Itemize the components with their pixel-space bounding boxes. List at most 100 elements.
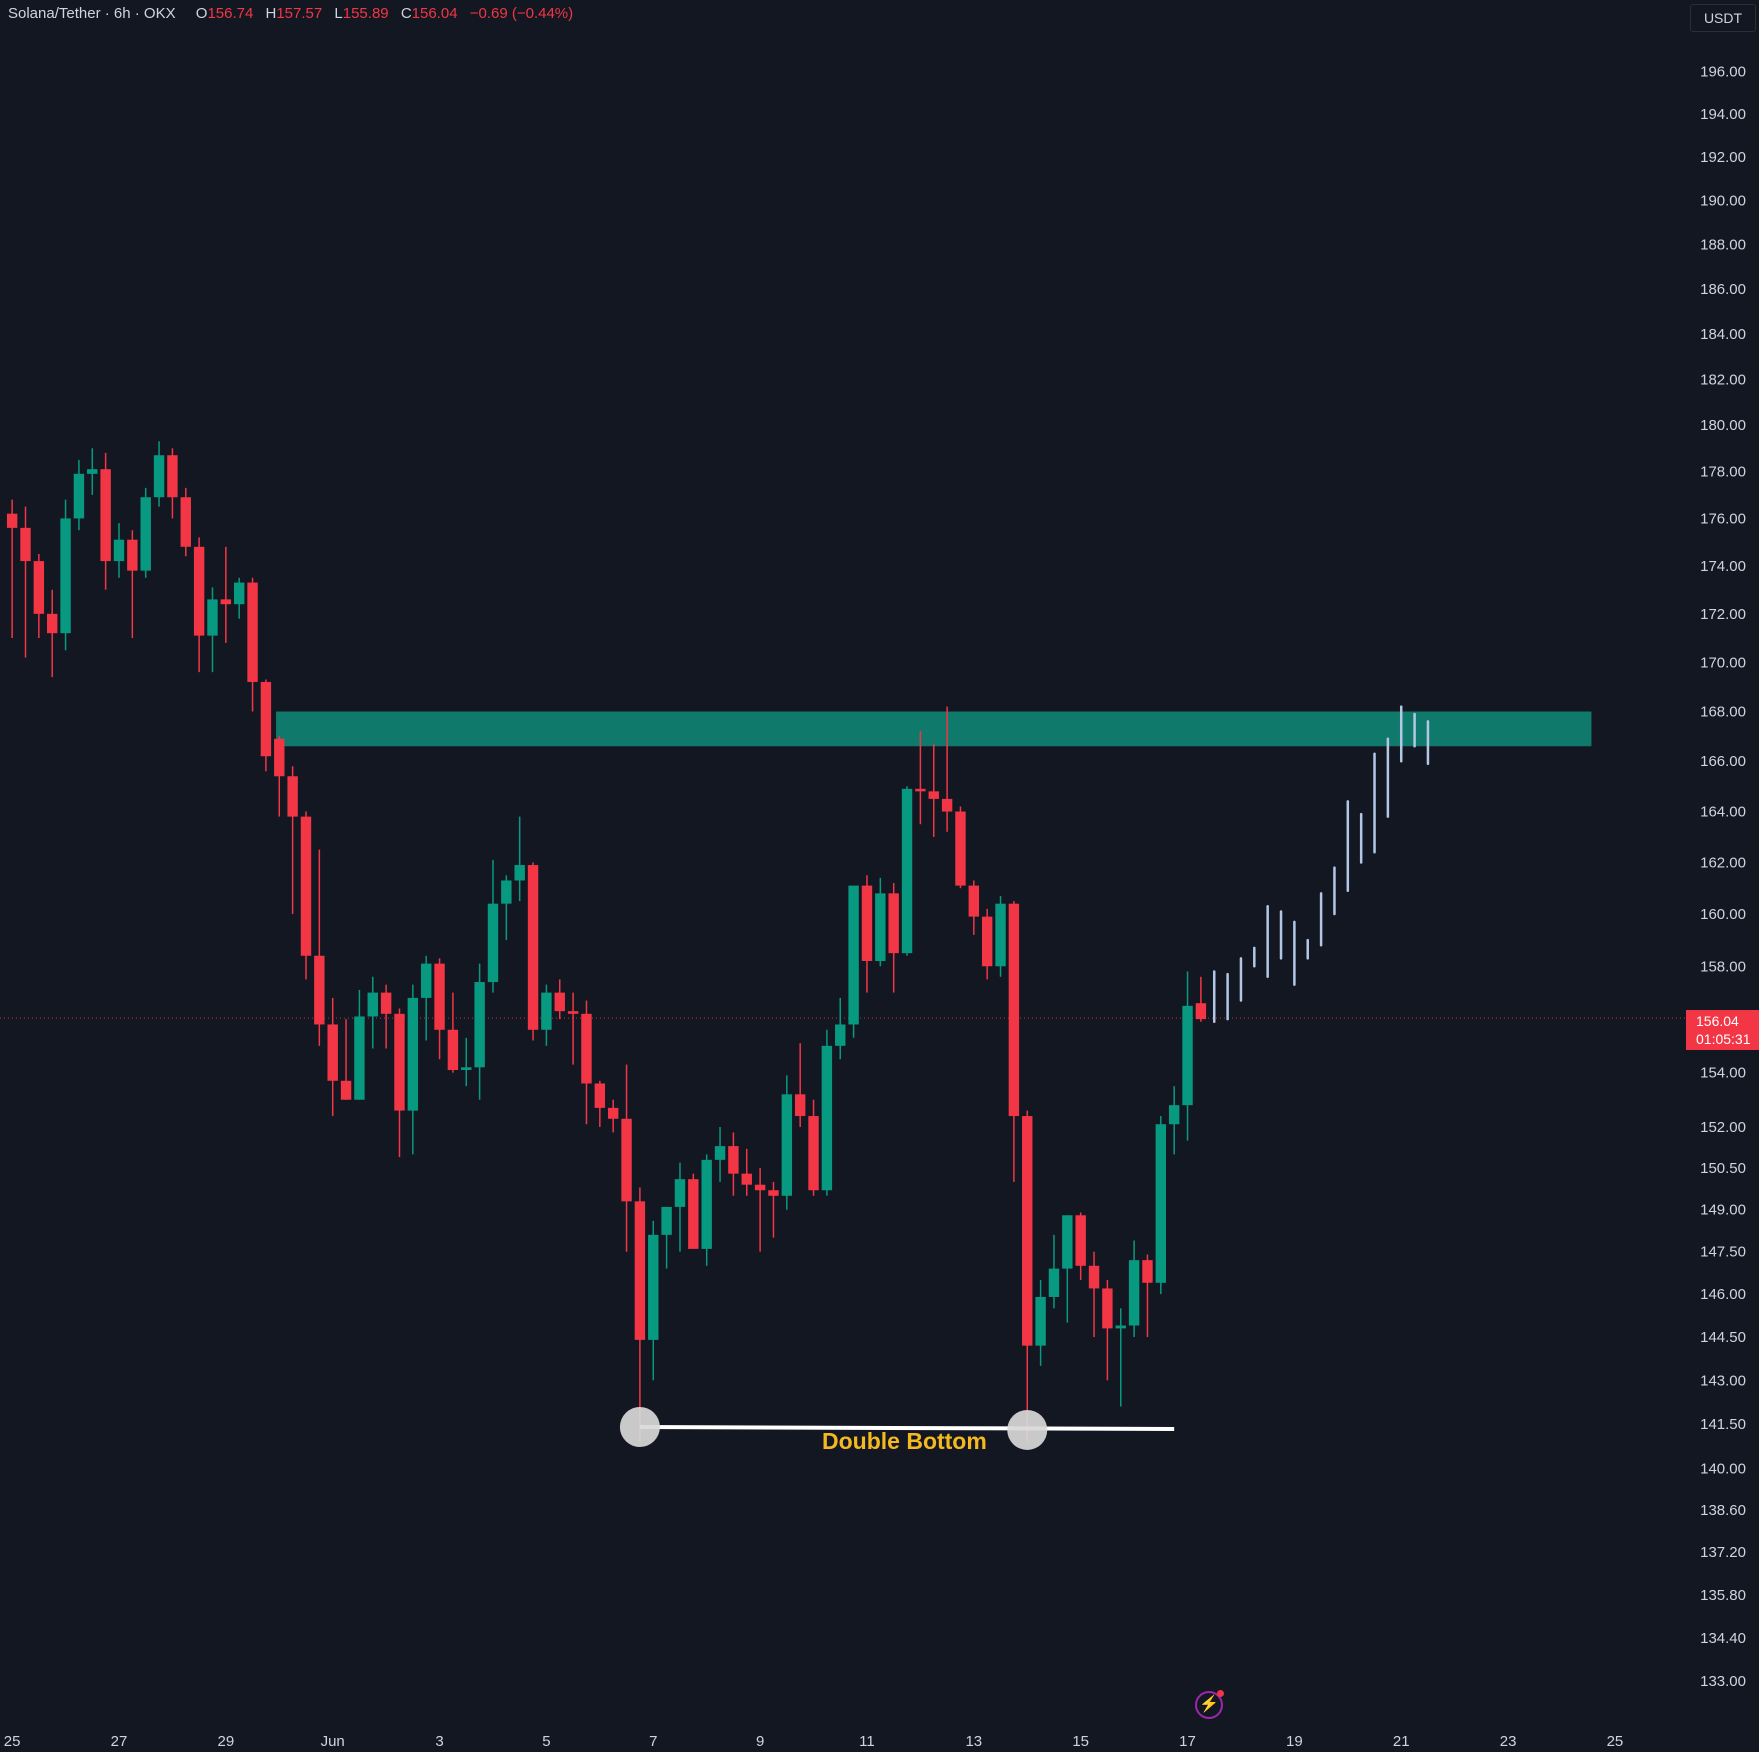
candle[interactable] bbox=[1088, 1251, 1100, 1337]
candle[interactable] bbox=[794, 1043, 806, 1127]
candle[interactable] bbox=[1142, 1254, 1153, 1337]
price-tick-label: 178.00 bbox=[1700, 464, 1746, 481]
candle[interactable] bbox=[821, 1029, 833, 1196]
candle[interactable] bbox=[314, 849, 325, 1046]
candle[interactable] bbox=[541, 984, 552, 1046]
candle[interactable] bbox=[728, 1132, 739, 1196]
candle[interactable] bbox=[621, 1064, 632, 1252]
candle[interactable] bbox=[140, 487, 151, 578]
candle[interactable] bbox=[501, 875, 512, 941]
candle[interactable] bbox=[701, 1154, 712, 1266]
candle[interactable] bbox=[875, 877, 886, 967]
candle[interactable] bbox=[167, 448, 178, 519]
candle[interactable] bbox=[901, 786, 913, 956]
candle[interactable] bbox=[20, 506, 31, 658]
candle[interactable] bbox=[928, 743, 939, 837]
candle[interactable] bbox=[1035, 1279, 1046, 1366]
candle[interactable] bbox=[1168, 1086, 1180, 1155]
candle[interactable] bbox=[754, 1168, 766, 1252]
candle[interactable] bbox=[394, 1008, 405, 1158]
candle[interactable] bbox=[888, 883, 899, 993]
candle[interactable] bbox=[527, 862, 539, 1041]
candle[interactable] bbox=[87, 448, 98, 495]
candle[interactable] bbox=[915, 731, 926, 825]
candle[interactable] bbox=[808, 1099, 819, 1196]
candle[interactable] bbox=[113, 523, 125, 578]
candle[interactable] bbox=[6, 499, 18, 639]
candle[interactable] bbox=[73, 459, 85, 531]
candle[interactable] bbox=[247, 577, 258, 712]
candle[interactable] bbox=[1048, 1234, 1060, 1309]
candle[interactable] bbox=[995, 895, 1006, 977]
candle[interactable] bbox=[1022, 1110, 1033, 1442]
candle[interactable] bbox=[981, 908, 993, 980]
candle[interactable] bbox=[768, 1181, 779, 1238]
lightning-icon[interactable]: ⚡ bbox=[1195, 1690, 1224, 1719]
candles-layer[interactable] bbox=[6, 441, 1207, 1442]
candle[interactable] bbox=[1128, 1240, 1140, 1337]
candle[interactable] bbox=[1075, 1212, 1086, 1280]
candle[interactable] bbox=[1182, 971, 1193, 1141]
time-tick-label: 21 bbox=[1393, 1733, 1410, 1750]
candle[interactable] bbox=[1008, 901, 1020, 1182]
candle[interactable] bbox=[340, 1019, 352, 1100]
candle[interactable] bbox=[380, 984, 392, 1049]
candle[interactable] bbox=[1102, 1279, 1113, 1381]
candle[interactable] bbox=[367, 976, 378, 1049]
candle[interactable] bbox=[461, 1037, 472, 1087]
candle[interactable] bbox=[1195, 976, 1207, 1022]
symbol-title[interactable]: Solana/Tether · 6h · OKX bbox=[8, 5, 176, 22]
candle[interactable] bbox=[434, 958, 445, 1060]
candle[interactable] bbox=[514, 816, 525, 902]
candle[interactable] bbox=[287, 766, 298, 915]
candle[interactable] bbox=[153, 441, 165, 507]
candle-body bbox=[781, 1094, 793, 1196]
candle[interactable] bbox=[714, 1126, 726, 1182]
candle[interactable] bbox=[741, 1148, 752, 1196]
candle[interactable] bbox=[220, 546, 232, 643]
candle[interactable] bbox=[835, 997, 846, 1060]
candle[interactable] bbox=[607, 1099, 619, 1133]
candle[interactable] bbox=[648, 1220, 659, 1381]
candle[interactable] bbox=[260, 679, 272, 772]
candle[interactable] bbox=[274, 736, 285, 817]
candle[interactable] bbox=[1062, 1215, 1073, 1323]
candle[interactable] bbox=[207, 587, 218, 673]
candle[interactable] bbox=[193, 537, 205, 673]
candle[interactable] bbox=[127, 530, 138, 639]
candle[interactable] bbox=[848, 885, 859, 1038]
candle[interactable] bbox=[941, 706, 953, 832]
candle[interactable] bbox=[554, 979, 565, 1020]
candle[interactable] bbox=[1115, 1308, 1126, 1407]
candle[interactable] bbox=[661, 1206, 672, 1269]
price-axis[interactable]: 196.00 194.00 192.00 190.00 188.00 186.00 184.… bbox=[1700, 64, 1746, 1691]
candle[interactable] bbox=[33, 553, 45, 639]
currency-button[interactable]: USDT bbox=[1690, 4, 1756, 32]
candle[interactable] bbox=[955, 806, 966, 889]
candle[interactable] bbox=[100, 452, 111, 590]
candle[interactable] bbox=[233, 577, 245, 619]
candle[interactable] bbox=[634, 1187, 646, 1442]
candle[interactable] bbox=[674, 1162, 686, 1252]
candle[interactable] bbox=[354, 989, 365, 1100]
candle[interactable] bbox=[46, 589, 58, 678]
candle[interactable] bbox=[487, 859, 499, 993]
candle[interactable] bbox=[447, 992, 459, 1073]
candle[interactable] bbox=[180, 487, 191, 557]
candle[interactable] bbox=[420, 955, 432, 1041]
candle[interactable] bbox=[567, 992, 579, 1065]
candle[interactable] bbox=[60, 499, 71, 651]
candle[interactable] bbox=[1155, 1116, 1167, 1295]
candle[interactable] bbox=[861, 875, 873, 993]
candle[interactable] bbox=[968, 880, 980, 935]
candle[interactable] bbox=[594, 1080, 606, 1127]
candle[interactable] bbox=[327, 997, 338, 1117]
candle[interactable] bbox=[581, 1000, 592, 1125]
candle[interactable] bbox=[781, 1075, 793, 1210]
candle[interactable] bbox=[688, 1173, 699, 1249]
time-axis[interactable]: 25 27 29 Jun 3 5 7 9 11 13 15 17 19 21 23 25 bbox=[4, 1733, 1623, 1750]
candle[interactable] bbox=[474, 963, 485, 1100]
candle[interactable] bbox=[300, 811, 312, 980]
candle[interactable] bbox=[407, 984, 419, 1155]
